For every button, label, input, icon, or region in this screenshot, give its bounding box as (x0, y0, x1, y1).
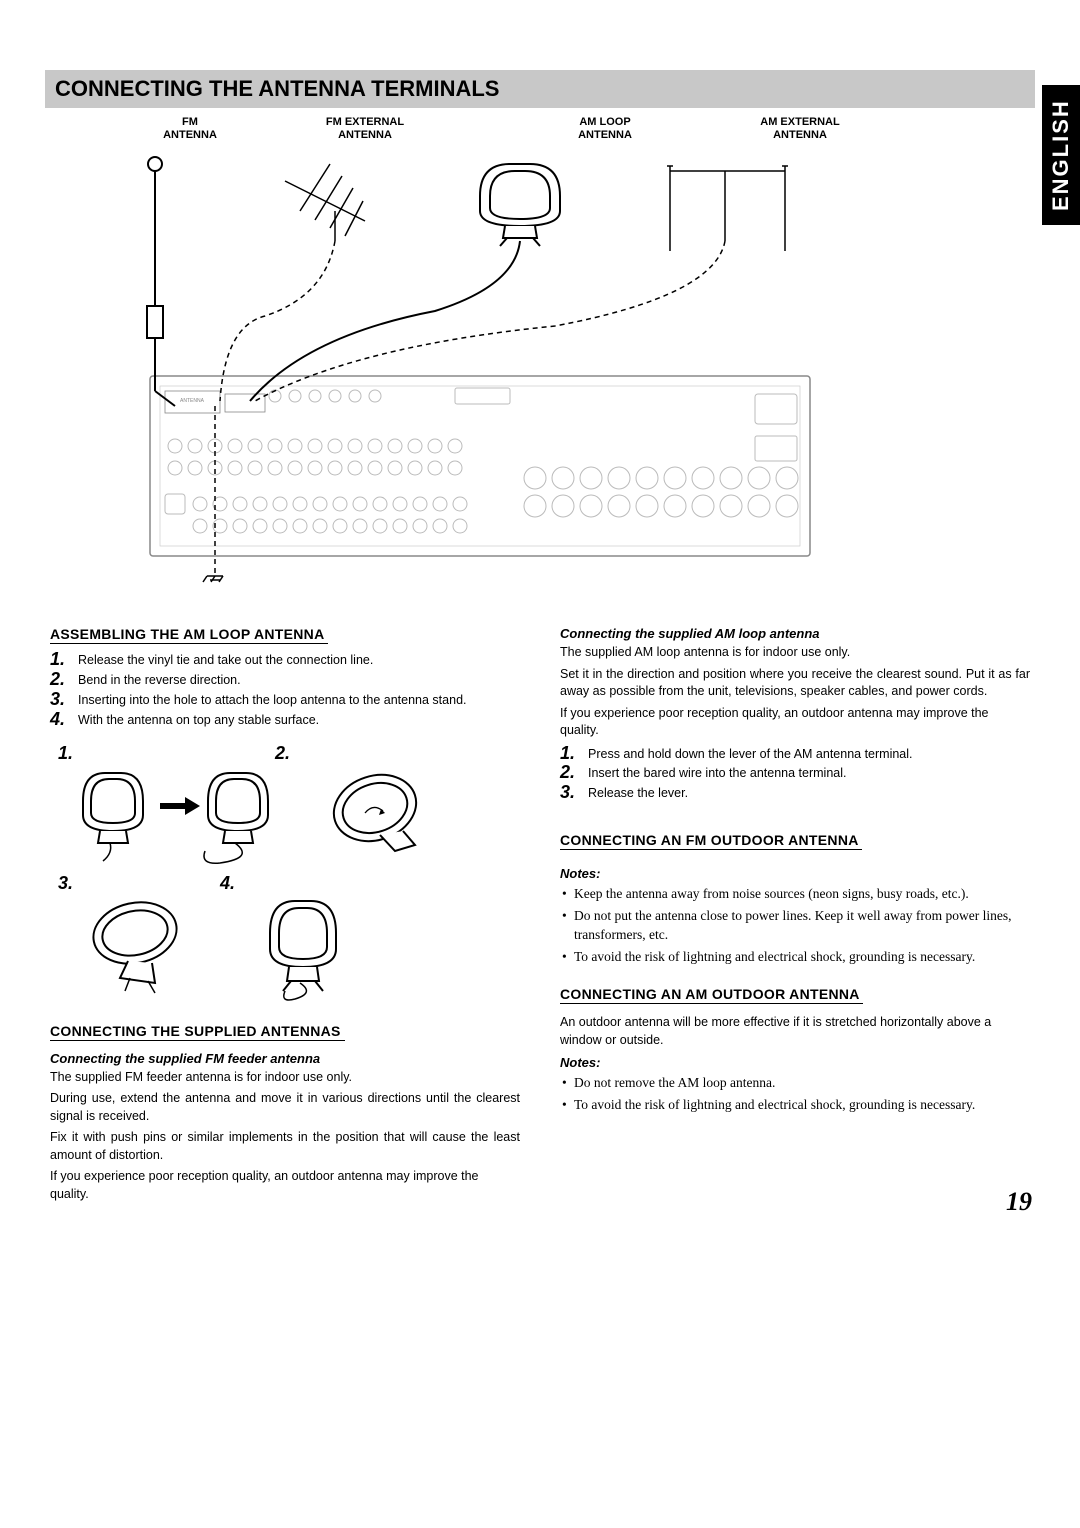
diagram-number: 2. (275, 743, 290, 764)
heading-fm-outdoor: CONNECTING AN FM OUTDOOR ANTENNA (560, 832, 862, 850)
note-item: To avoid the risk of lightning and elect… (560, 1096, 1030, 1114)
step-text: Insert the bared wire into the antenna t… (588, 763, 1030, 782)
note-item: Do not remove the AM loop antenna. (560, 1074, 1030, 1092)
am-steps: 1.Press and hold down the lever of the A… (560, 744, 1030, 803)
notes-label: Notes: (560, 1055, 1030, 1070)
body-text: Fix it with push pins or similar impleme… (50, 1129, 520, 1164)
assembly-diagram: 1. 2. 3. 4. (50, 743, 520, 1003)
subheading-am-loop: Connecting the supplied AM loop antenna (560, 626, 1030, 641)
svg-text:ANTENNA: ANTENNA (180, 398, 205, 404)
page-number: 19 (1006, 1187, 1032, 1217)
step-text: Press and hold down the lever of the AM … (588, 744, 1030, 763)
body-text: If you experience poor reception quality… (560, 705, 1030, 740)
am-outdoor-notes: Do not remove the AM loop antenna. To av… (560, 1074, 1030, 1114)
note-item: Do not put the antenna close to power li… (560, 907, 1030, 943)
step-text: Bend in the reverse direction. (78, 670, 520, 689)
label-am-external: AM EXTERNALANTENNA (725, 116, 875, 142)
step-text: With the antenna on top any stable surfa… (78, 710, 520, 729)
note-item: Keep the antenna away from noise sources… (560, 885, 1030, 903)
label-fm-antenna: FMANTENNA (125, 116, 255, 142)
assembling-steps: 1.Release the vinyl tie and take out the… (50, 650, 520, 729)
step-text: Release the vinyl tie and take out the c… (78, 650, 520, 669)
heading-assembling: ASSEMBLING THE AM LOOP ANTENNA (50, 626, 328, 644)
connection-diagram-svg: ANTENNA (55, 146, 915, 586)
diagram-number: 4. (220, 873, 235, 894)
body-text: During use, extend the antenna and move … (50, 1090, 520, 1125)
subheading-fm-feeder: Connecting the supplied FM feeder antenn… (50, 1051, 520, 1066)
language-tab: ENGLISH (1042, 85, 1080, 225)
heading-supplied: CONNECTING THE SUPPLIED ANTENNAS (50, 1023, 345, 1041)
body-text: An outdoor antenna will be more effectiv… (560, 1014, 1030, 1049)
label-fm-external: FM EXTERNALANTENNA (290, 116, 440, 142)
body-text: If you experience poor reception quality… (50, 1168, 520, 1203)
page-title: CONNECTING THE ANTENNA TERMINALS (45, 70, 1035, 108)
heading-am-outdoor: CONNECTING AN AM OUTDOOR ANTENNA (560, 986, 863, 1004)
fm-outdoor-notes: Keep the antenna away from noise sources… (560, 885, 1030, 966)
step-text: Inserting into the hole to attach the lo… (78, 690, 520, 709)
right-column: Connecting the supplied AM loop antenna … (560, 626, 1030, 1207)
diagram-number: 3. (58, 873, 73, 894)
diagram-number: 1. (58, 743, 73, 764)
main-diagram: FMANTENNA FM EXTERNALANTENNA AM LOOPANTE… (45, 116, 1035, 586)
left-column: ASSEMBLING THE AM LOOP ANTENNA 1.Release… (50, 626, 520, 1207)
body-text: Set it in the direction and position whe… (560, 666, 1030, 701)
step-text: Release the lever. (588, 783, 1030, 802)
label-am-loop: AM LOOPANTENNA (540, 116, 670, 142)
body-text: The supplied AM loop antenna is for indo… (560, 644, 1030, 662)
note-item: To avoid the risk of lightning and elect… (560, 948, 1030, 966)
body-text: The supplied FM feeder antenna is for in… (50, 1069, 520, 1087)
notes-label: Notes: (560, 866, 1030, 881)
